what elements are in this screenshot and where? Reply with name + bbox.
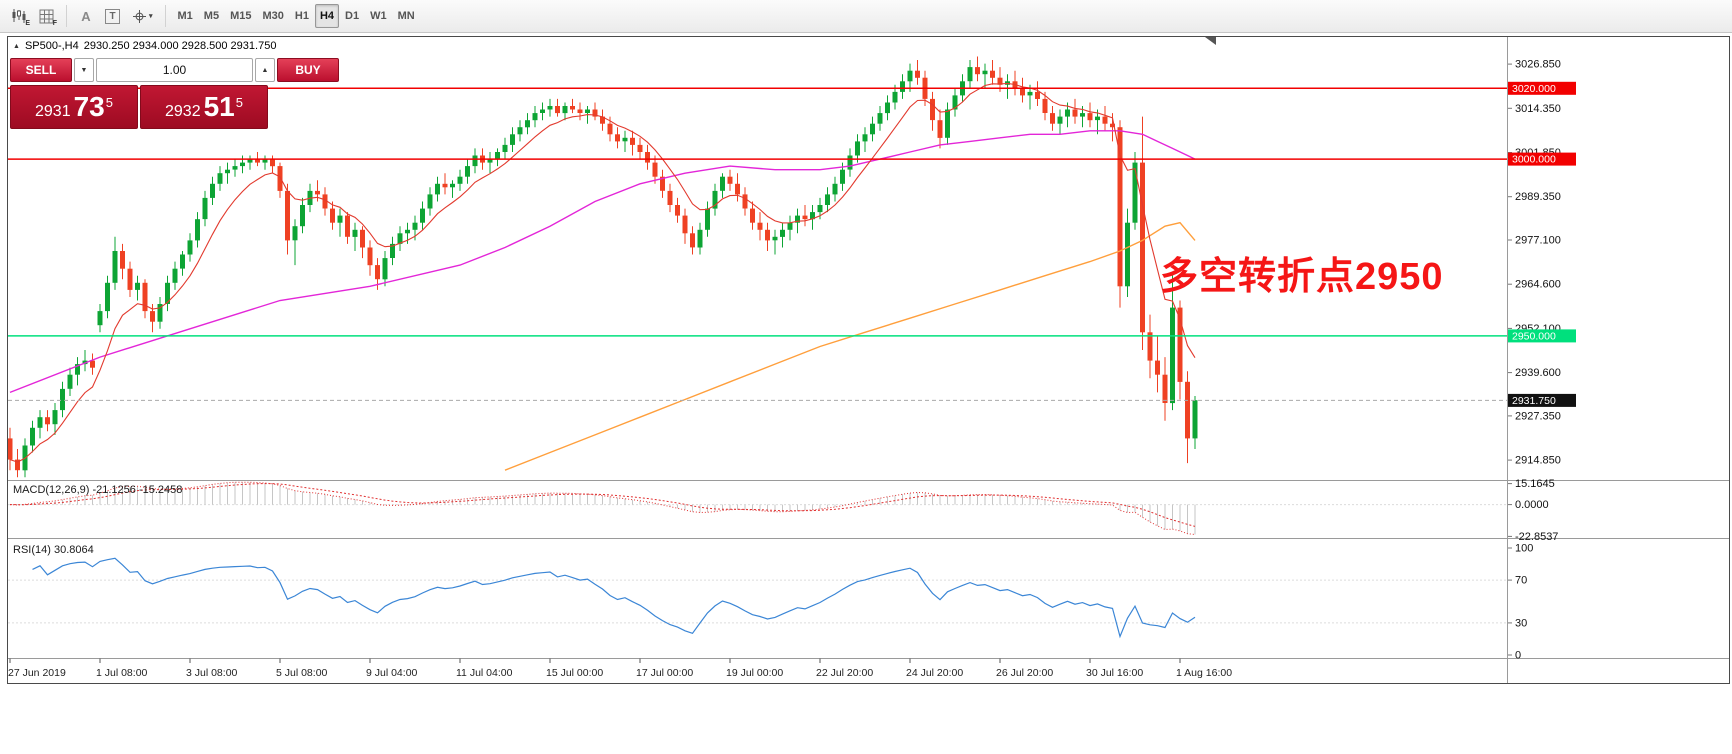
candlestick-chart-button[interactable]: E: [6, 4, 32, 28]
grid-badge-f: F: [52, 20, 57, 27]
volume-input[interactable]: [96, 58, 253, 82]
svg-text:3000.000: 3000.000: [1512, 154, 1556, 166]
svg-text:2939.600: 2939.600: [1515, 367, 1561, 379]
svg-text:3020.000: 3020.000: [1512, 83, 1556, 95]
svg-text:26 Jul 20:00: 26 Jul 20:00: [996, 667, 1053, 679]
volume-preset-dropdown[interactable]: ▼: [74, 58, 94, 82]
svg-text:1 Jul 08:00: 1 Jul 08:00: [96, 667, 148, 679]
bid-main: 2931: [35, 103, 71, 120]
rsi-indicator-label: RSI(14) 30.8064: [13, 544, 94, 556]
svg-text:30: 30: [1515, 617, 1527, 629]
rsi-pane: [8, 557, 1507, 639]
svg-text:19 Jul 00:00: 19 Jul 00:00: [726, 667, 783, 679]
chart-badge-e: E: [25, 20, 30, 27]
caret-up-icon: ▲: [261, 66, 269, 74]
svg-text:2950.000: 2950.000: [1512, 330, 1556, 342]
svg-text:100: 100: [1515, 543, 1533, 555]
chart-title: ▲ SP500-,H4 2930.250 2934.000 2928.500 2…: [13, 40, 276, 52]
caret-down-icon: ▼: [80, 66, 88, 74]
letter-t-icon: T: [105, 8, 120, 24]
sell-button[interactable]: SELL: [10, 58, 72, 82]
moving-averages-layer: [9, 82, 1196, 471]
svg-text:2927.350: 2927.350: [1515, 410, 1561, 422]
tf-button-m30[interactable]: M30: [262, 10, 284, 22]
candlestick-chart-icon: [12, 9, 26, 23]
svg-text:11 Jul 04:00: 11 Jul 04:00: [456, 667, 513, 679]
chevron-down-icon: ▾: [149, 13, 153, 20]
svg-text:2914.850: 2914.850: [1515, 455, 1561, 467]
svg-text:15.1645: 15.1645: [1515, 478, 1555, 490]
tf-button-m5[interactable]: M5: [203, 10, 220, 22]
svg-text:3026.850: 3026.850: [1515, 59, 1561, 71]
ask-pips: 51: [203, 91, 235, 122]
svg-text:0: 0: [1515, 650, 1521, 662]
grid-icon: [39, 9, 54, 23]
symbol-name: SP500-,H4: [24, 40, 79, 52]
chart-shift-marker: [1205, 37, 1216, 45]
svg-text:15 Jul 00:00: 15 Jul 00:00: [546, 667, 603, 679]
svg-text:2931.750: 2931.750: [1512, 395, 1556, 407]
crosshair-icon: [133, 9, 146, 23]
svg-text:3 Jul 08:00: 3 Jul 08:00: [186, 667, 238, 679]
ask-price-tile[interactable]: 2932 51 5: [140, 85, 268, 129]
svg-text:2977.100: 2977.100: [1515, 235, 1561, 247]
svg-text:0.0000: 0.0000: [1515, 499, 1549, 511]
svg-text:27 Jun 2019: 27 Jun 2019: [8, 667, 66, 679]
tf-button-mn[interactable]: MN: [397, 10, 415, 22]
crosshair-tool-button[interactable]: ▾: [127, 4, 158, 28]
bid-point: 5: [105, 95, 113, 110]
tf-button-h1[interactable]: H1: [294, 10, 309, 22]
text-annotation-button[interactable]: A: [74, 4, 98, 28]
chart-text-annotation[interactable]: 多空转折点2950: [1160, 256, 1444, 298]
svg-text:24 Jul 20:00: 24 Jul 20:00: [906, 667, 963, 679]
macd-pane: [8, 481, 1507, 535]
one-click-trade-panel: SELL ▼ ▲ BUY 2931 73 5 2932 51 5: [10, 58, 339, 129]
symbol-arrow-icon: ▲: [13, 42, 20, 50]
chart-window: 3026.8503014.3503001.8502989.3502977.100…: [0, 36, 1732, 685]
svg-text:5 Jul 08:00: 5 Jul 08:00: [276, 667, 328, 679]
price-scale: 3026.8503014.3503001.8502989.3502977.100…: [8, 36, 1732, 685]
svg-text:9 Jul 04:00: 9 Jul 04:00: [366, 667, 418, 679]
buy-button[interactable]: BUY: [277, 58, 339, 82]
grid-window-button[interactable]: F: [34, 4, 59, 28]
toolbar-separator: [66, 5, 67, 27]
bid-price-tile[interactable]: 2931 73 5: [10, 85, 138, 129]
ohlc-readout: 2930.250 2934.000 2928.500 2931.750: [83, 40, 277, 52]
svg-text:2989.350: 2989.350: [1515, 191, 1561, 203]
volume-increase-button[interactable]: ▲: [255, 58, 275, 82]
timeframe-group: M1 M5 M15 M30 H1 H4 D1 W1 MN: [173, 4, 420, 28]
tf-button-m15[interactable]: M15: [230, 10, 252, 22]
text-label-button[interactable]: T: [100, 4, 125, 28]
svg-text:17 Jul 00:00: 17 Jul 00:00: [636, 667, 693, 679]
tf-button-d1[interactable]: D1: [345, 10, 360, 22]
bid-pips: 73: [73, 91, 105, 122]
letter-a-icon: A: [81, 8, 91, 24]
toolbar-separator: [164, 5, 166, 27]
time-axis: 27 Jun 2019 1 Jul 08:00 3 Jul 08:00 5 Jul 0…: [8, 658, 1232, 679]
tf-button-m1[interactable]: M1: [177, 10, 193, 22]
svg-text:1 Aug 16:00: 1 Aug 16:00: [1176, 667, 1232, 679]
tf-button-h4[interactable]: H4: [314, 4, 340, 28]
svg-text:3014.350: 3014.350: [1515, 103, 1561, 115]
tf-button-w1[interactable]: W1: [370, 10, 387, 22]
ask-main: 2932: [165, 103, 201, 120]
chart-border: [7, 36, 1730, 684]
svg-text:30 Jul 16:00: 30 Jul 16:00: [1086, 667, 1143, 679]
svg-text:70: 70: [1515, 575, 1527, 587]
ask-point: 5: [235, 95, 243, 110]
svg-text:-22.8537: -22.8537: [1515, 531, 1558, 543]
toolbar: E F A T ▾ M1 M5 M15 M30 H1 H4 D1 W1 MN: [0, 0, 1732, 33]
macd-indicator-label: MACD(12,26,9) -21.1256 -15.2458: [13, 484, 183, 496]
svg-text:2964.600: 2964.600: [1515, 279, 1561, 291]
svg-text:22 Jul 20:00: 22 Jul 20:00: [816, 667, 873, 679]
price-chart-canvas[interactable]: 3026.8503014.3503001.8502989.3502977.100…: [0, 36, 1732, 685]
